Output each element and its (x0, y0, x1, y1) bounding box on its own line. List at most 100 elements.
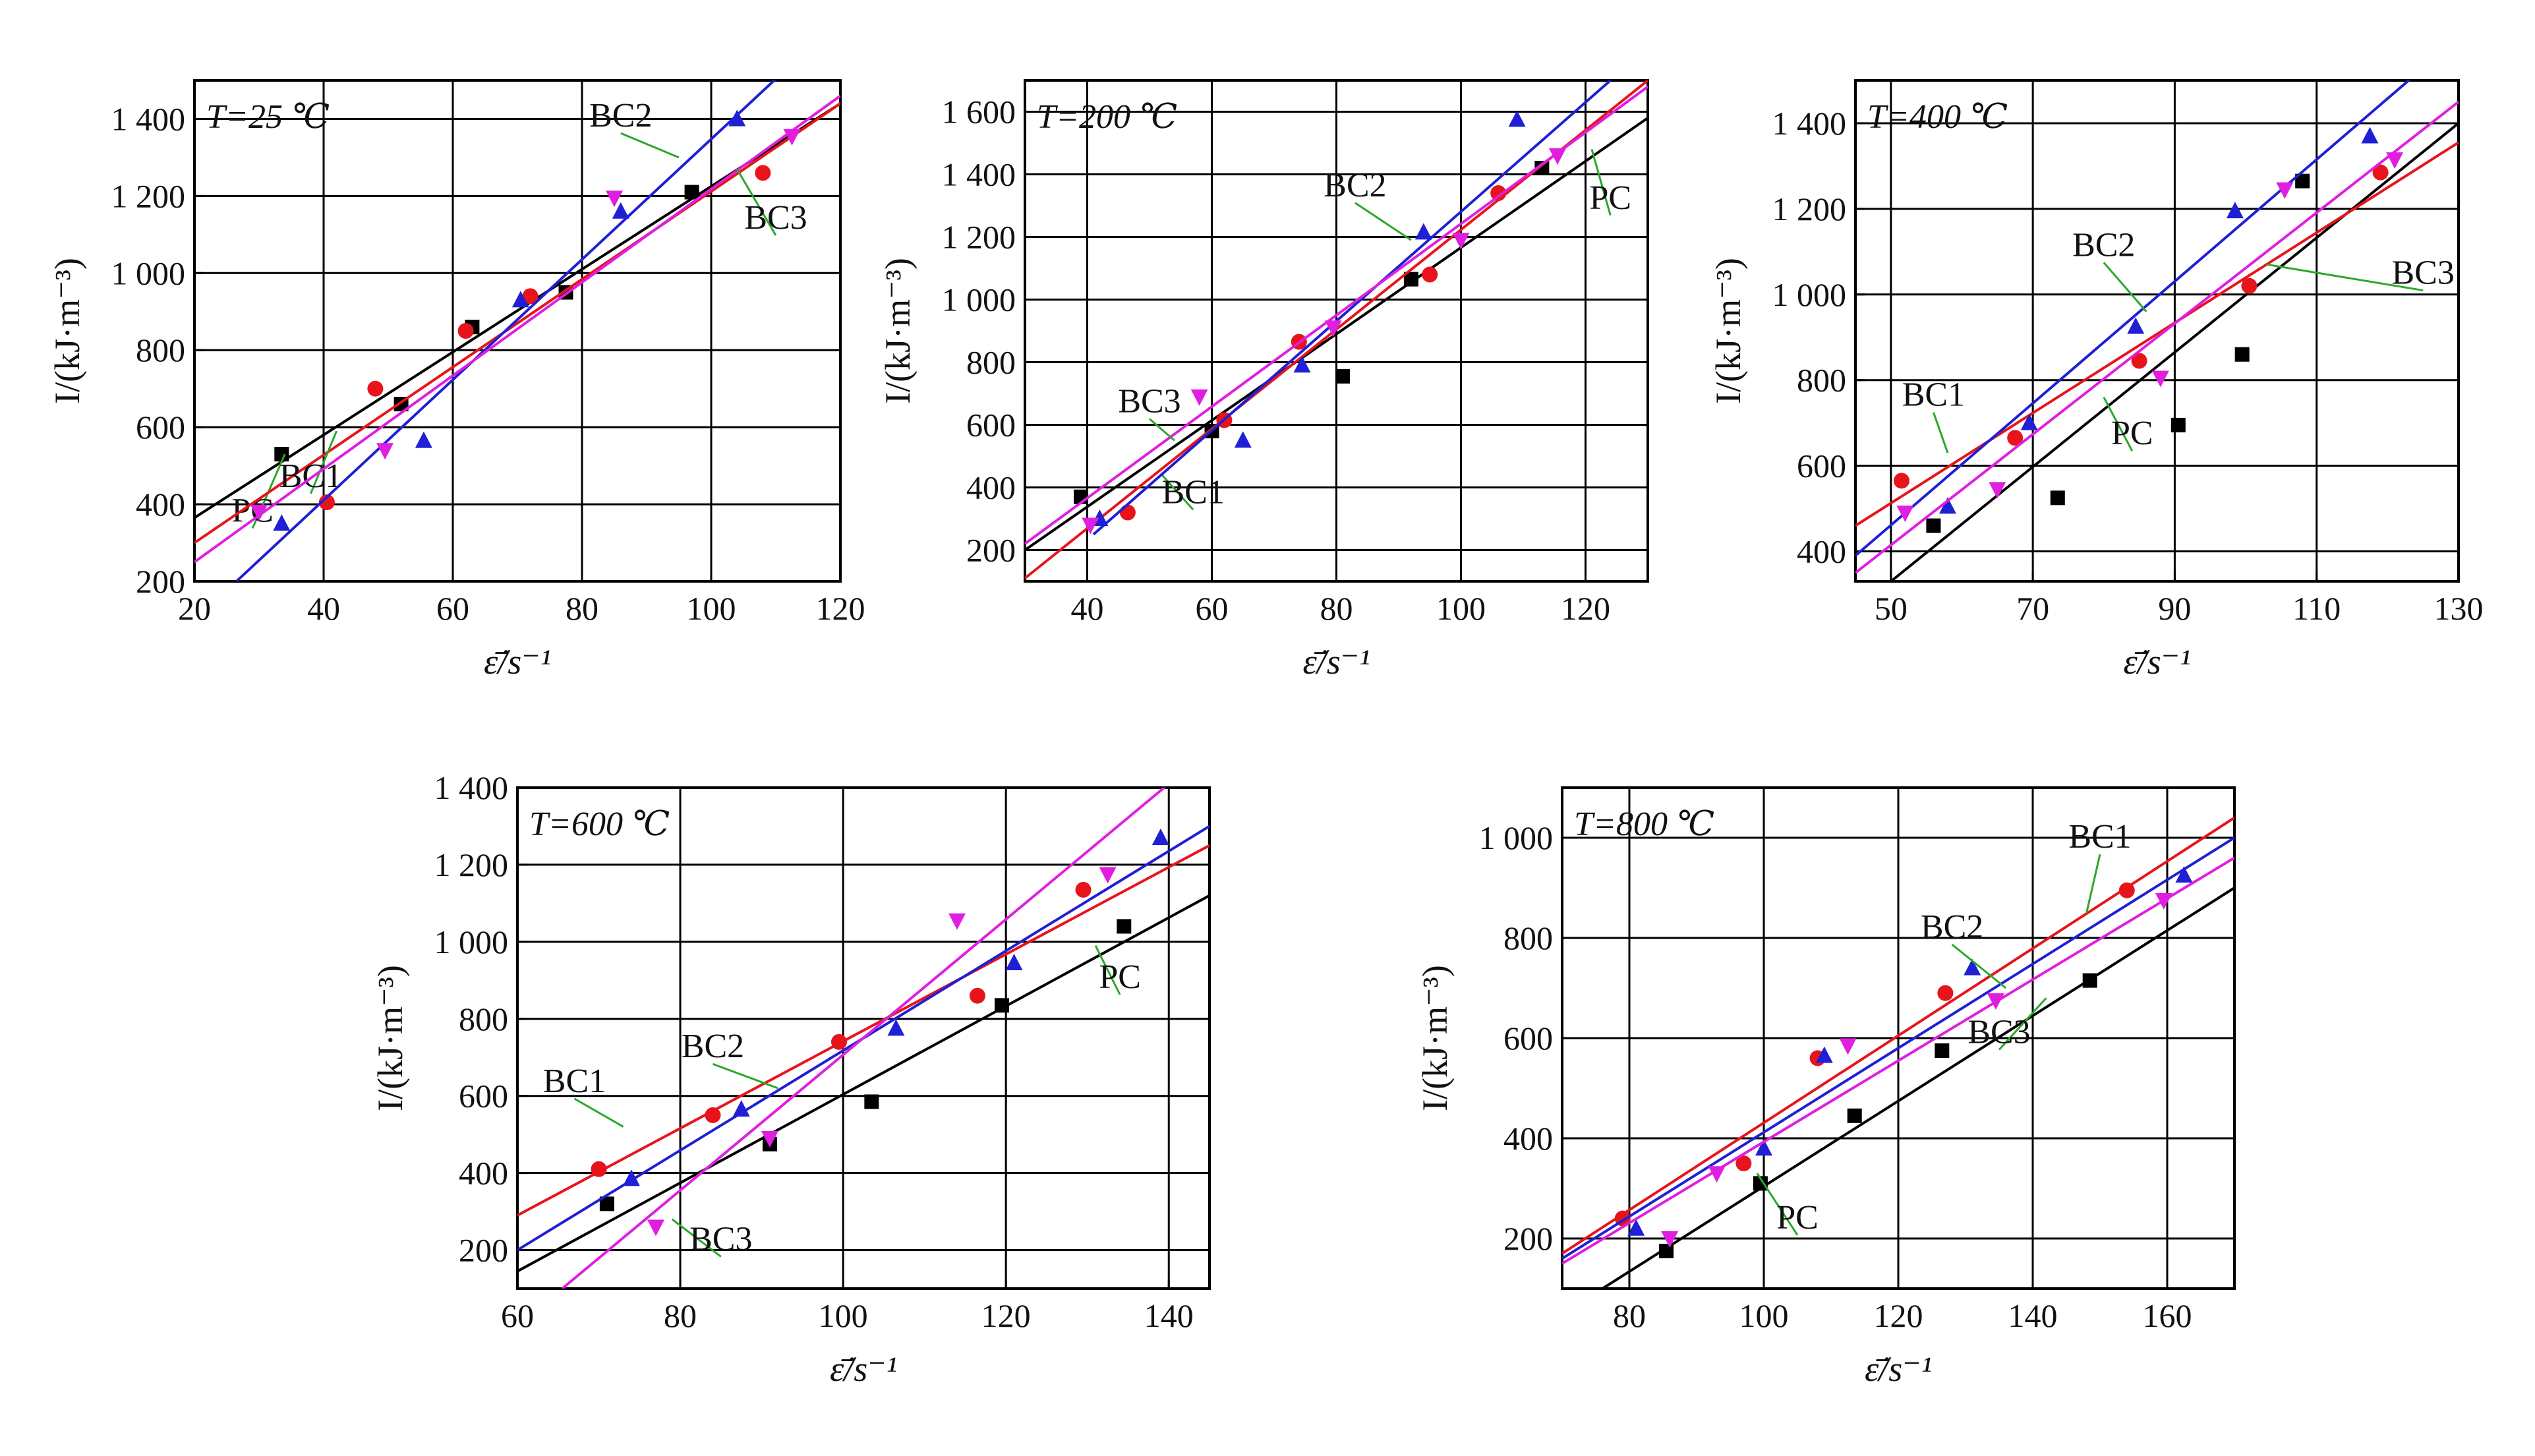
y-tick-label: 600 (136, 409, 185, 446)
data-point-pc (1753, 1176, 1768, 1191)
y-tick-label: 1 400 (942, 156, 1016, 193)
panel-title: T=600 ℃ (529, 805, 670, 843)
series-pc: PC (1602, 887, 2234, 1289)
series-label-bc1: BC1 (1161, 473, 1224, 511)
fit-line-pc (517, 894, 1209, 1273)
data-point-bc1 (2118, 882, 2135, 898)
data-point-pc (1403, 272, 1418, 287)
data-point-bc3 (783, 129, 801, 146)
data-point-bc2 (273, 514, 291, 531)
panel-title: T=200 ℃ (1037, 98, 1177, 136)
y-tick-label: 1 000 (111, 254, 186, 291)
y-axis-label: I/(kJ·m⁻³) (47, 258, 87, 404)
panel-title: T=400 ℃ (1867, 98, 2008, 136)
data-point-bc3 (647, 1219, 664, 1237)
leader-line-bc3 (1149, 418, 1175, 442)
y-tick-label: 800 (1503, 919, 1553, 956)
leader-line-bc2 (1951, 943, 2007, 989)
data-point-bc3 (948, 913, 966, 930)
leader-line-bc2 (620, 132, 680, 159)
leader-line-bc3 (736, 168, 777, 236)
data-point-bc1 (1422, 266, 1438, 283)
fit-line-bc3 (1025, 85, 1648, 545)
data-point-bc1 (1119, 504, 1136, 521)
data-point-bc2 (2127, 317, 2145, 334)
data-point-pc (1335, 368, 1350, 384)
data-point-bc3 (1987, 993, 2004, 1010)
x-tick-label: 80 (1613, 1297, 1646, 1334)
data-point-bc2 (511, 291, 529, 308)
data-point-bc1 (1490, 185, 1507, 201)
x-tick-label: 140 (1144, 1297, 1194, 1334)
y-tick-label: 600 (459, 1078, 508, 1115)
series-bc3: BC3 (194, 94, 840, 564)
x-tick-label: 130 (2434, 590, 2484, 627)
data-point-bc1 (705, 1107, 721, 1123)
x-tick-label: 80 (1320, 590, 1353, 627)
leader-line-bc1 (2085, 854, 2101, 914)
y-tick-label: 400 (459, 1155, 508, 1192)
data-point-pc (599, 1196, 614, 1211)
leader-line-pc (1590, 149, 1612, 216)
y-tick-label: 800 (459, 1001, 508, 1037)
fit-line-pc (1602, 887, 2234, 1289)
data-point-bc3 (376, 443, 394, 460)
leader-line-pc (1094, 945, 1121, 995)
data-point-bc3 (761, 1131, 778, 1148)
x-tick-label: 160 (2143, 1297, 2192, 1334)
data-point-bc2 (2361, 127, 2379, 144)
fit-line-bc1 (1855, 141, 2459, 527)
data-point-bc2 (612, 202, 629, 219)
data-point-pc (1117, 919, 1132, 934)
x-tick-label: 90 (2158, 590, 2191, 627)
data-point-bc1 (591, 1161, 607, 1177)
series-pc: PC (517, 894, 1209, 1273)
data-point-pc (2171, 417, 2186, 432)
data-point-bc1 (1075, 881, 1092, 898)
data-point-bc1 (1937, 985, 1954, 1001)
y-tick-label: 1 200 (434, 846, 509, 883)
x-tick-label: 40 (307, 590, 340, 627)
series-label-pc: PC (1589, 179, 1631, 217)
chart-panel-4: 60 80 100 120 140 200 400 600 800 1 000 1 200 1 400… (370, 769, 1211, 1389)
data-point-bc3 (1896, 506, 1914, 523)
y-tick-label: 1 400 (1772, 105, 1847, 142)
leader-line-pc (1756, 1173, 1799, 1236)
data-point-bc1 (2372, 164, 2389, 181)
series-label-pc: PC (1776, 1199, 1819, 1237)
data-point-bc3 (1190, 389, 1208, 406)
leader-line-bc3 (671, 1218, 722, 1258)
data-point-bc3 (1548, 148, 1566, 165)
series-bc3: BC3 (1855, 100, 2459, 574)
leader-line-bc2 (712, 1063, 778, 1090)
data-point-bc1 (2241, 277, 2258, 294)
data-point-bc1 (830, 1034, 847, 1050)
leader-line-bc2 (1355, 202, 1412, 241)
series-bc3: BC3 (1562, 856, 2234, 1265)
plot-frame (1854, 79, 2460, 583)
x-tick-label: 60 (1196, 590, 1229, 627)
data-point-bc2 (1151, 829, 1169, 845)
data-point-bc3 (1324, 320, 1342, 337)
y-tick-label: 400 (136, 486, 185, 523)
data-point-bc3 (1708, 1166, 1726, 1183)
series-pc: PC (1890, 122, 2459, 581)
fit-line-bc3 (194, 94, 840, 564)
data-point-bc2 (1938, 497, 1956, 514)
panel-title: T=25 ℃ (206, 98, 330, 136)
fit-line-pc (1890, 122, 2459, 581)
data-point-bc2 (1815, 1046, 1833, 1063)
data-point-bc2 (1293, 356, 1311, 373)
x-tick-label: 120 (1874, 1297, 1923, 1334)
x-tick-label: 100 (1739, 1297, 1789, 1334)
y-tick-label: 200 (459, 1232, 508, 1269)
x-tick-label: 140 (2008, 1297, 2058, 1334)
y-tick-label: 600 (1503, 1020, 1553, 1057)
data-point-pc (995, 998, 1009, 1013)
data-point-bc2 (2226, 202, 2244, 219)
y-axis-label: I/(kJ·m⁻³) (370, 965, 410, 1111)
y-axis-label: I/(kJ·m⁻³) (878, 258, 918, 404)
x-axis-label: ε̄̇/s⁻¹ (1865, 1349, 1932, 1389)
y-tick-label: 400 (1797, 533, 1846, 570)
data-point-bc3 (2155, 893, 2172, 910)
